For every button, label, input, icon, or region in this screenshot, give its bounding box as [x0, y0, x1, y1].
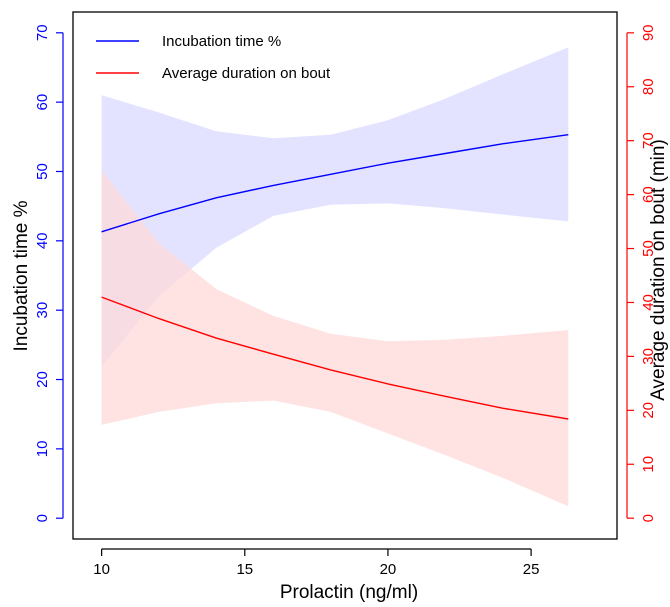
y-left-tick-label: 60 — [34, 94, 51, 111]
y-left-tick-label: 0 — [34, 514, 51, 522]
y-left-tick-label: 70 — [34, 24, 51, 41]
y-left-tick-label: 10 — [34, 441, 51, 458]
y-right-tick-label: 50 — [640, 240, 657, 257]
y-axis-right-title: Average duration on bout (min) — [648, 139, 669, 401]
legend-label-2: Average duration on bout — [162, 65, 331, 82]
y-axis-left-title: Incubation time % — [11, 200, 32, 351]
legend: Incubation time % Average duration on bou… — [96, 33, 331, 82]
y-right-tick-label: 30 — [640, 348, 657, 365]
y-right-tick-label: 10 — [640, 456, 657, 473]
x-tick-label: 20 — [380, 561, 397, 578]
legend-label-1: Incubation time % — [162, 33, 281, 50]
series-line-1 — [101, 134, 569, 233]
x-tick-label: 15 — [236, 561, 253, 578]
confidence-bands — [101, 47, 569, 507]
confidence-band-1 — [101, 47, 569, 368]
y-axis-left: 0 10 20 30 40 50 60 70 — [34, 24, 64, 522]
y-right-tick-label: 90 — [640, 24, 657, 41]
y-right-tick-label: 70 — [640, 132, 657, 149]
x-axis: 10 15 20 25 — [93, 548, 540, 578]
y-right-tick-label: 20 — [640, 402, 657, 419]
x-tick-label: 10 — [93, 561, 110, 578]
y-left-tick-label: 50 — [34, 163, 51, 180]
confidence-band-2 — [101, 170, 569, 507]
x-axis-title: Prolactin (ng/ml) — [280, 582, 418, 603]
y-right-tick-label: 40 — [640, 294, 657, 311]
y-axis-right: 0 10 20 30 40 50 60 70 80 90 — [626, 24, 657, 522]
y-right-tick-label: 80 — [640, 78, 657, 95]
y-right-tick-label: 60 — [640, 186, 657, 203]
y-right-tick-label: 0 — [640, 514, 657, 522]
series-line-2 — [101, 296, 569, 420]
y-left-tick-label: 40 — [34, 232, 51, 249]
x-tick-label: 25 — [523, 561, 540, 578]
y-left-tick-label: 30 — [34, 302, 51, 319]
series-lines — [101, 134, 569, 420]
y-left-tick-label: 20 — [34, 371, 51, 388]
plot-frame — [72, 11, 618, 540]
